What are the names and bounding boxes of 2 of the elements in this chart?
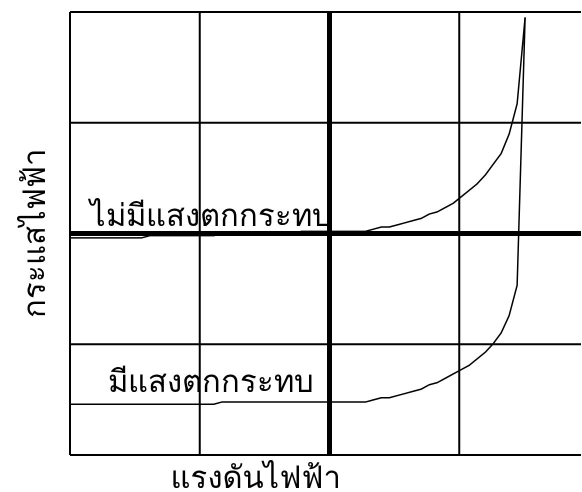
x-axis-title: แรงดันไฟฟ้า [170, 460, 340, 492]
y-axis-title: กระแสไฟฟ้า [17, 149, 52, 318]
